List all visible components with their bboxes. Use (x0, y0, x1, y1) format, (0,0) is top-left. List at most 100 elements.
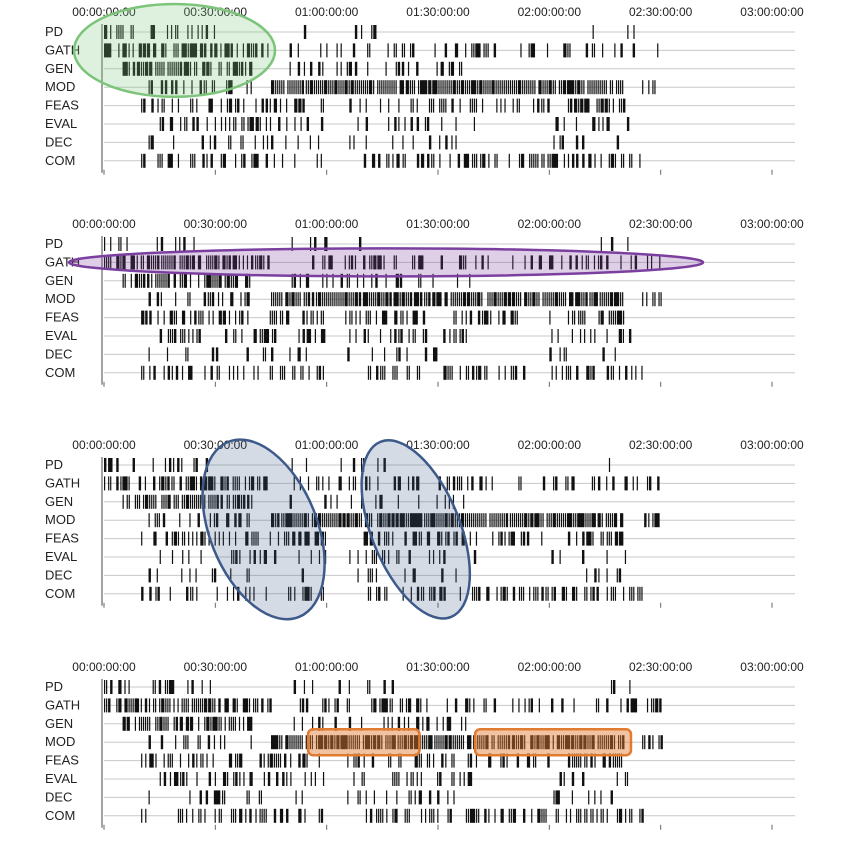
activity-mark (565, 476, 567, 491)
activity-mark (552, 735, 554, 750)
activity-mark (575, 513, 577, 528)
activity-mark (171, 117, 174, 131)
activity-mark (551, 365, 553, 380)
activity-mark (528, 513, 530, 528)
activity-mark (222, 790, 224, 805)
activity-mark (163, 255, 165, 270)
activity-mark (348, 80, 350, 95)
activity-mark (153, 494, 155, 509)
activity-mark (395, 255, 397, 270)
activity-mark (191, 680, 194, 694)
activity-mark (246, 292, 249, 307)
activity-mark (371, 292, 373, 307)
activity-mark (161, 716, 163, 731)
activity-mark (350, 513, 352, 528)
activity-mark (555, 808, 557, 823)
activity-mark (471, 513, 473, 528)
activity-mark (571, 329, 573, 343)
activity-mark (287, 513, 290, 528)
activity-mark (147, 273, 150, 288)
activity-mark (220, 153, 222, 168)
activity-mark (530, 698, 533, 713)
activity-mark (522, 80, 524, 95)
activity-mark (499, 513, 501, 528)
activity-mark (185, 735, 187, 750)
activity-mark (245, 586, 247, 601)
activity-mark (344, 255, 346, 270)
activity-mark (345, 310, 347, 325)
time-tick-label: 01:30:00:00 (406, 660, 470, 674)
activity-mark (307, 476, 310, 491)
activity-mark (181, 531, 184, 546)
activity-mark (180, 329, 182, 343)
activity-mark (657, 43, 659, 58)
time-tick-label: 02:00:00:00 (518, 5, 582, 19)
row-label-com: COM (45, 586, 75, 601)
activity-mark (467, 153, 470, 168)
activity-mark (602, 117, 604, 131)
activity-mark (606, 98, 608, 113)
activity-mark (487, 292, 489, 307)
activity-mark (484, 310, 487, 325)
activity-mark (324, 292, 326, 307)
activity-mark (424, 117, 427, 131)
activity-mark (150, 80, 153, 95)
activity-mark (234, 513, 237, 528)
activity-mark (439, 153, 441, 168)
activity-mark (561, 365, 563, 380)
activity-mark (615, 292, 619, 307)
activity-mark (497, 80, 499, 95)
activity-mark (652, 80, 654, 95)
activity-mark (514, 310, 516, 325)
activity-mark (210, 494, 212, 509)
activity-mark (157, 153, 159, 168)
activity-mark (631, 808, 633, 823)
activity-mark (271, 135, 274, 150)
activity-mark (426, 513, 428, 528)
activity-mark (259, 329, 261, 343)
activity-mark (627, 25, 629, 39)
activity-mark (217, 790, 221, 805)
activity-mark (422, 310, 426, 325)
activity-mark (522, 365, 526, 380)
activity-mark (302, 329, 305, 343)
activity-mark (614, 753, 617, 768)
activity-mark (461, 310, 463, 325)
activity-mark (605, 292, 607, 307)
activity-mark (212, 476, 214, 491)
activity-mark (130, 25, 132, 39)
activity-mark (120, 680, 122, 694)
activity-mark (251, 494, 253, 509)
activity-mark (122, 716, 125, 731)
activity-mark (381, 698, 384, 713)
activity-mark (232, 292, 234, 307)
activity-mark (171, 550, 174, 564)
activity-mark (646, 698, 649, 713)
activity-mark (606, 550, 608, 564)
activity-mark (233, 117, 235, 131)
activity-mark (395, 61, 397, 76)
activity-mark (559, 550, 561, 564)
activity-mark (460, 292, 463, 307)
activity-mark (175, 735, 177, 750)
activity-mark (338, 476, 341, 491)
activity-mark (161, 476, 164, 491)
activity-mark (173, 329, 177, 343)
activity-mark (459, 98, 461, 113)
activity-mark (388, 550, 390, 564)
activity-mark (614, 153, 617, 168)
activity-mark (526, 753, 530, 768)
activity-mark (510, 365, 512, 380)
activity-mark (398, 550, 400, 564)
activity-mark (230, 43, 233, 58)
activity-mark (534, 513, 537, 528)
activity-mark (106, 680, 108, 694)
activity-mark (163, 716, 165, 731)
activity-mark (266, 135, 269, 150)
activity-mark (399, 476, 401, 491)
activity-mark (448, 513, 450, 528)
activity-mark (385, 292, 388, 307)
activity-mark (338, 680, 341, 694)
activity-mark (555, 790, 558, 805)
activity-mark (294, 365, 296, 380)
